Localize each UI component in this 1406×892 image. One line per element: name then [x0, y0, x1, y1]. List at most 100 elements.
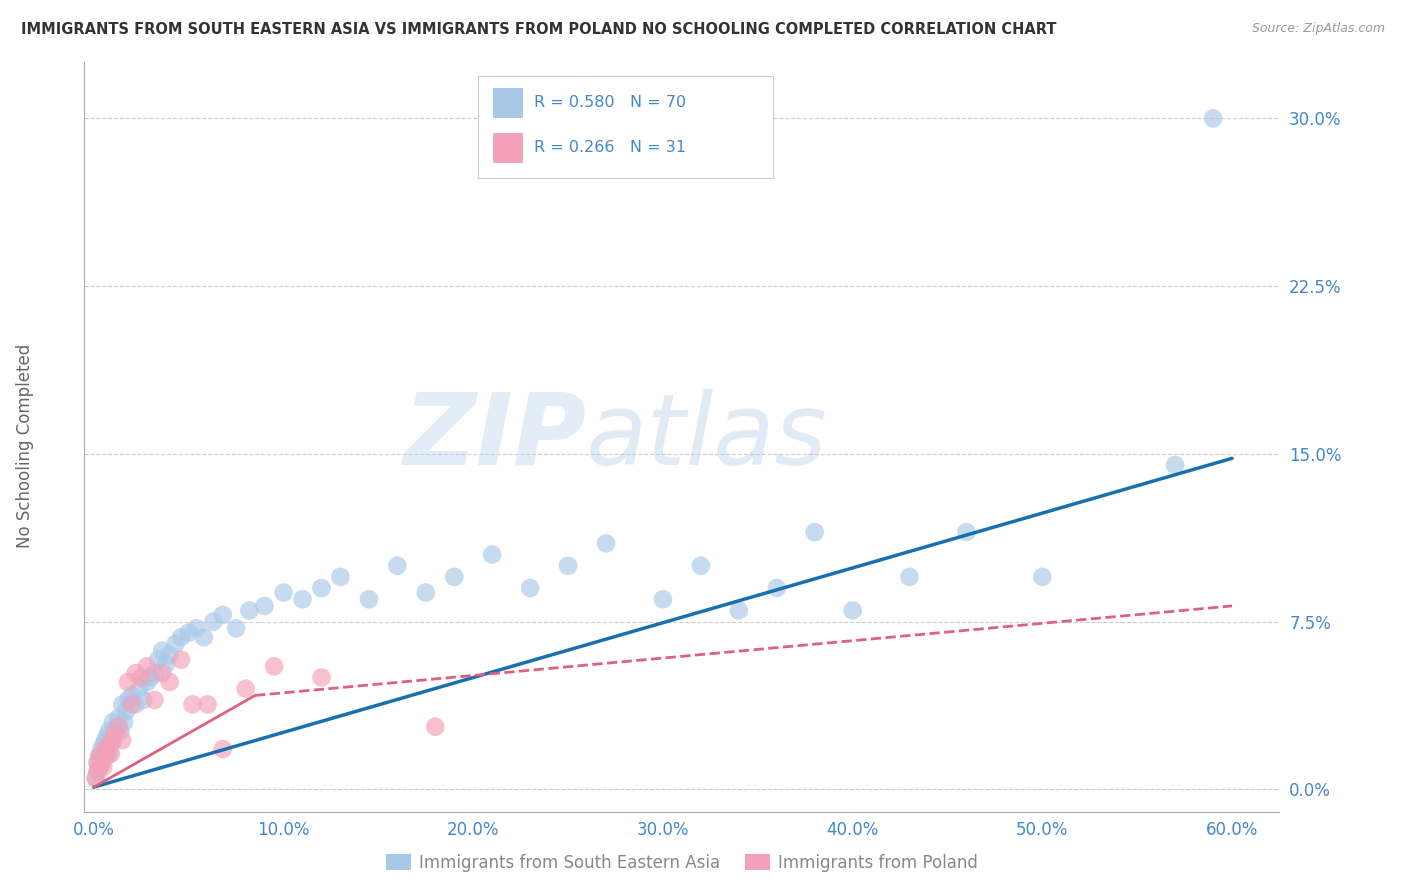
Point — [100, 738, 122, 752]
Point — [519, 581, 541, 595]
Point — [357, 592, 380, 607]
Point — [121, 689, 143, 703]
Point — [181, 698, 204, 712]
Point — [98, 747, 121, 761]
Point — [211, 742, 233, 756]
Point — [159, 675, 181, 690]
Point — [110, 724, 132, 739]
Point — [841, 603, 863, 617]
Point — [803, 525, 825, 540]
Point — [273, 585, 295, 599]
Point — [105, 720, 128, 734]
Point — [124, 698, 146, 712]
Point — [898, 570, 921, 584]
Text: No Schooling Completed: No Schooling Completed — [17, 344, 34, 548]
Text: atlas: atlas — [586, 389, 828, 485]
Point — [94, 742, 117, 756]
Point — [96, 729, 118, 743]
Point — [311, 671, 333, 685]
Point — [387, 558, 409, 573]
Point — [148, 652, 170, 666]
Point — [136, 659, 159, 673]
Text: Source: ZipAtlas.com: Source: ZipAtlas.com — [1251, 22, 1385, 36]
Point — [170, 652, 193, 666]
Point — [89, 760, 111, 774]
Point — [689, 558, 711, 573]
Point — [155, 657, 177, 672]
Point — [143, 666, 166, 681]
Point — [443, 570, 465, 584]
Point — [159, 648, 181, 662]
Point — [86, 756, 108, 770]
Point — [101, 733, 124, 747]
Point — [96, 748, 118, 763]
Point — [96, 742, 118, 756]
Point — [765, 581, 787, 595]
Point — [652, 592, 675, 607]
FancyBboxPatch shape — [494, 88, 523, 117]
Point — [177, 625, 200, 640]
Point — [94, 747, 117, 761]
Point — [117, 675, 139, 690]
Point — [86, 764, 108, 779]
Point — [150, 643, 173, 657]
Point — [128, 681, 150, 696]
Point — [107, 711, 129, 725]
Point — [117, 693, 139, 707]
Text: ZIP: ZIP — [404, 389, 586, 485]
Point — [132, 693, 155, 707]
Point — [481, 548, 503, 562]
Text: IMMIGRANTS FROM SOUTH EASTERN ASIA VS IMMIGRANTS FROM POLAND NO SCHOOLING COMPLE: IMMIGRANTS FROM SOUTH EASTERN ASIA VS IM… — [21, 22, 1056, 37]
Point — [104, 726, 127, 740]
Point — [111, 733, 134, 747]
Point — [139, 671, 162, 685]
Point — [186, 621, 208, 635]
Point — [150, 666, 173, 681]
Legend: Immigrants from South Eastern Asia, Immigrants from Poland: Immigrants from South Eastern Asia, Immi… — [378, 847, 986, 879]
Point — [101, 715, 124, 730]
Point — [235, 681, 257, 696]
Point — [557, 558, 579, 573]
Point — [211, 607, 233, 622]
Point — [84, 771, 107, 785]
Point — [107, 720, 129, 734]
Point — [101, 733, 124, 747]
Point — [193, 630, 215, 644]
Point — [89, 748, 111, 763]
Point — [170, 630, 193, 644]
Point — [124, 666, 146, 681]
Point — [1164, 458, 1187, 472]
Point — [329, 570, 352, 584]
Point — [129, 671, 152, 685]
Point — [165, 637, 187, 651]
Text: R = 0.580   N = 70: R = 0.580 N = 70 — [534, 95, 686, 110]
Point — [90, 742, 112, 756]
Point — [253, 599, 276, 613]
Point — [94, 733, 117, 747]
Point — [86, 756, 108, 770]
Point — [425, 720, 447, 734]
Point — [100, 747, 122, 761]
Point — [89, 760, 111, 774]
Point — [98, 738, 121, 752]
Text: R = 0.266   N = 31: R = 0.266 N = 31 — [534, 140, 686, 155]
Point — [90, 756, 112, 770]
Point — [595, 536, 617, 550]
Point — [104, 726, 127, 740]
Point — [84, 771, 107, 785]
Point — [112, 715, 135, 730]
Point — [415, 585, 437, 599]
Point — [202, 615, 225, 629]
Point — [115, 704, 138, 718]
Point — [291, 592, 314, 607]
Point — [238, 603, 260, 617]
Point — [263, 659, 285, 673]
Point — [311, 581, 333, 595]
Point — [727, 603, 749, 617]
Point — [86, 764, 108, 779]
Point — [143, 693, 166, 707]
Point — [91, 751, 114, 765]
Point — [121, 698, 143, 712]
Point — [91, 738, 114, 752]
Point — [197, 698, 219, 712]
